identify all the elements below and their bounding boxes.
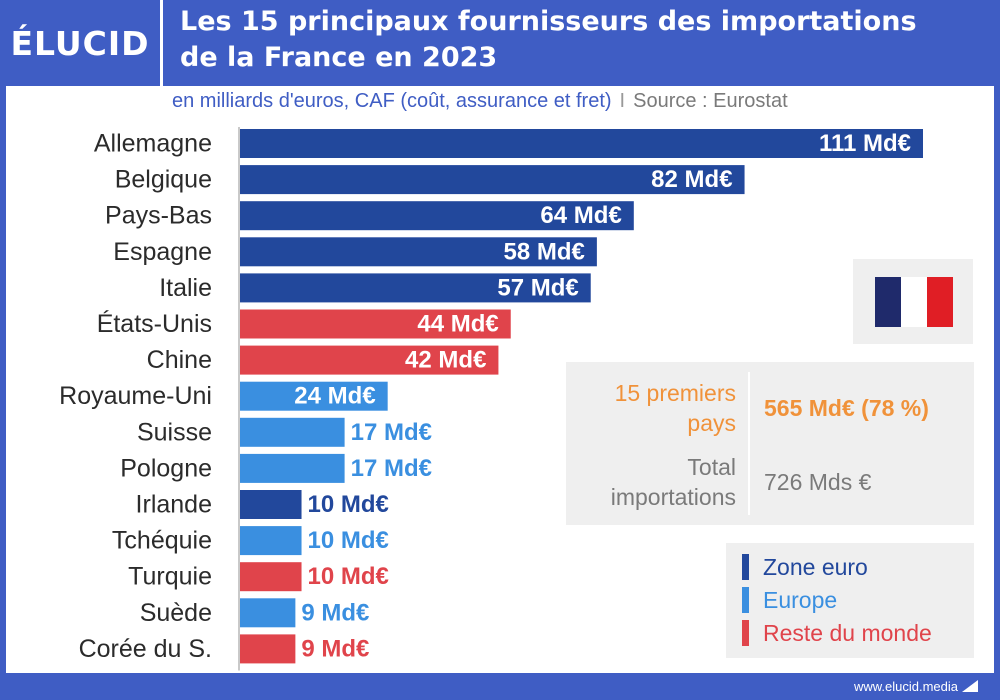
total-value: 726 Mds €: [764, 469, 872, 495]
legend-swatch: [742, 620, 749, 646]
top15-value: 565 Md€ (78 %): [764, 395, 929, 421]
value-label: 42 Md€: [405, 347, 486, 374]
value-label: 82 Md€: [651, 166, 732, 193]
footer-url: www.elucid.media: [853, 679, 958, 694]
france-flag-box: [853, 259, 973, 344]
elucid-flag-icon: [962, 680, 978, 692]
bar: [240, 345, 499, 375]
legend-label: Europe: [763, 586, 838, 613]
value-label: 9 Md€: [301, 635, 369, 662]
bar: [240, 634, 296, 664]
france-flag-icon: [875, 277, 953, 327]
category-label: États-Unis: [97, 309, 212, 338]
bar: [240, 453, 345, 483]
elucid-logo: ÉLUCID: [10, 23, 150, 63]
total-label: Total importations: [610, 454, 736, 510]
subtitle-separator: I: [619, 90, 626, 112]
bar: [240, 273, 591, 303]
logo-divider: [160, 0, 163, 86]
bar: [240, 237, 597, 267]
value-label: 24 Md€: [294, 383, 375, 410]
value-label: 64 Md€: [540, 202, 621, 229]
chart-title: Les 15 principaux fournisseurs des impor…: [180, 4, 980, 76]
legend-item-europe: Europe: [742, 586, 837, 614]
bar: [240, 417, 345, 447]
summary-divider: [748, 372, 750, 515]
legend-item-zone-euro: Zone euro: [742, 553, 868, 581]
header: ÉLUCID Les 15 principaux fournisseurs de…: [0, 0, 1000, 86]
top15-label: 15 premiers pays: [614, 380, 736, 436]
category-label: Espagne: [113, 238, 212, 266]
category-label: Pologne: [120, 454, 212, 482]
chart-subtitle: en milliards d'euros, CAF (coût, assuran…: [172, 90, 788, 113]
bar: [240, 490, 302, 519]
legend-label: Reste du monde: [763, 619, 932, 646]
category-label: Chine: [147, 346, 212, 374]
bar: [240, 129, 923, 158]
bar: [240, 381, 388, 411]
category-label: Suisse: [137, 418, 212, 446]
title-line-2: de la France en 2023: [180, 42, 498, 73]
category-label: Allemagne: [94, 130, 212, 158]
value-label: 58 Md€: [504, 238, 585, 265]
unit-note: en milliards d'euros, CAF (coût, assuran…: [172, 90, 612, 112]
category-label: Suède: [140, 599, 212, 627]
value-label: 17 Md€: [351, 455, 432, 482]
category-label: Tchéquie: [112, 527, 212, 555]
category-label: Belgique: [115, 166, 212, 194]
value-label: 57 Md€: [497, 274, 578, 301]
legend-item-reste-du-monde: Reste du monde: [742, 619, 932, 647]
bar: [240, 526, 302, 556]
value-label: 10 Md€: [308, 491, 389, 518]
value-label: 10 Md€: [308, 527, 389, 554]
legend: Zone euro Europe Reste du monde: [726, 543, 974, 658]
title-line-1: Les 15 principaux fournisseurs des impor…: [180, 6, 917, 37]
category-label: Pays-Bas: [105, 202, 212, 230]
bar: [240, 598, 296, 628]
bar: [240, 201, 634, 231]
summary-box: 15 premiers pays 565 Md€ (78 %) Total im…: [566, 362, 974, 525]
category-label: Corée du S.: [79, 635, 212, 663]
value-label: 10 Md€: [308, 563, 389, 590]
value-label: 17 Md€: [351, 419, 432, 446]
value-label: 9 Md€: [301, 599, 369, 626]
bar: [240, 309, 511, 339]
category-label: Irlande: [136, 491, 212, 519]
category-label: Turquie: [128, 563, 212, 591]
bar: [240, 165, 745, 195]
source-note: Source : Eurostat: [633, 90, 788, 112]
bar: [240, 562, 302, 592]
legend-swatch: [742, 587, 749, 613]
value-label: 111 Md€: [819, 130, 911, 157]
legend-label: Zone euro: [763, 553, 868, 580]
category-label: Royaume-Uni: [59, 382, 212, 410]
value-label: 44 Md€: [417, 311, 498, 338]
category-label: Italie: [159, 274, 212, 302]
legend-swatch: [742, 554, 749, 580]
